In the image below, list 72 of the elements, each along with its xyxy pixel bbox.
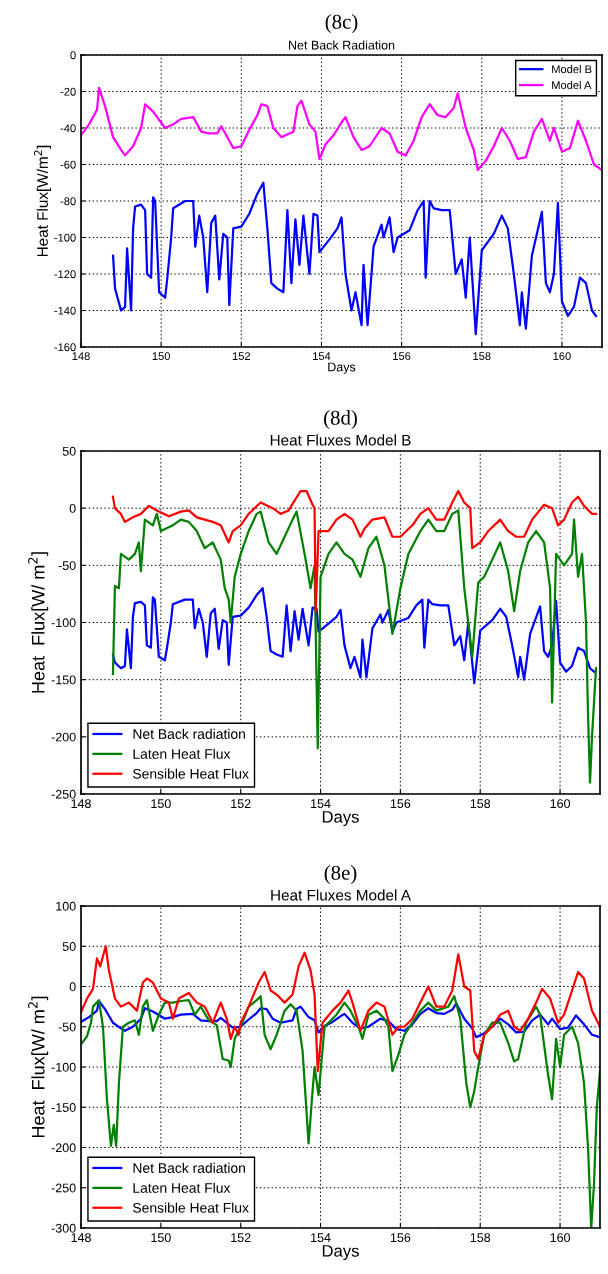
chart-subtitle: Heat Fluxes Model A [271, 889, 411, 901]
y-tick-label: -160 [54, 343, 76, 352]
x-tick-label: 158 [473, 352, 491, 361]
x-tick-label: 158 [470, 1233, 491, 1243]
legend-label: Laten Heat Flux [133, 748, 231, 759]
y-tick-label: -250 [51, 789, 76, 799]
legend-label: Laten Heat Flux [133, 1182, 231, 1193]
y-tick-label: -50 [58, 1022, 76, 1032]
x-axis-title: Days [328, 362, 356, 374]
x-axis-title: Days [322, 1245, 359, 1261]
chart-title: (8d) [324, 410, 357, 429]
y-tick-label: -50 [58, 561, 76, 570]
legend-label: Model A [552, 80, 592, 90]
line-series [111, 587, 596, 685]
y-tick-label: 50 [62, 942, 76, 951]
y-axis-title: Heat Flux[W/ m$^{2}$] [28, 996, 49, 1138]
x-tick-label: 150 [151, 1233, 171, 1243]
line-series [111, 489, 598, 613]
x-tick-label: 152 [231, 799, 251, 809]
x-tick-label: 148 [71, 1233, 91, 1243]
y-tick-label: -200 [51, 732, 76, 742]
y-tick-label: -250 [51, 1183, 76, 1193]
y-tick-label: 50 [62, 446, 76, 456]
line-series [111, 509, 598, 784]
x-tick-label: 160 [550, 799, 571, 809]
chart-title: (8c) [325, 14, 358, 33]
y-tick-label: -150 [51, 675, 76, 685]
y-tick-label: 0 [70, 51, 76, 60]
y-tick-label: -140 [54, 306, 76, 315]
x-tick-label: 148 [71, 799, 91, 809]
x-tick-label: 156 [390, 799, 411, 809]
x-tick-label: 160 [553, 352, 571, 361]
x-tick-label: 154 [313, 352, 331, 361]
y-tick-label: -100 [51, 1062, 76, 1072]
x-tick-label: 148 [72, 352, 90, 361]
x-tick-label: 158 [470, 799, 491, 809]
y-tick-label: -300 [51, 1223, 76, 1233]
y-tick-label: -150 [51, 1103, 76, 1112]
legend-label: Model B [552, 65, 592, 74]
y-tick-label: -80 [60, 197, 76, 206]
x-tick-label: 160 [550, 1233, 571, 1243]
y-axis-title: Heat Flux[W/ m$^{2}$] [28, 552, 49, 693]
y-tick-label: -20 [60, 87, 76, 96]
line-series [81, 945, 600, 1073]
y-tick-label: -60 [60, 160, 76, 169]
x-axis-title: Days [322, 811, 359, 827]
x-tick-label: 156 [390, 1233, 411, 1243]
y-tick-label: 0 [69, 503, 76, 513]
x-tick-label: 154 [311, 1233, 331, 1243]
chart-title: (8e) [324, 865, 357, 884]
chart-subtitle: Heat Fluxes Model B [270, 434, 411, 446]
y-tick-label: -100 [54, 233, 76, 242]
x-tick-label: 154 [311, 799, 331, 809]
line-series [81, 999, 600, 1039]
x-tick-label: 150 [151, 799, 171, 809]
x-tick-label: 152 [232, 352, 251, 361]
y-tick-label: -120 [54, 270, 76, 279]
legend-label: Net Back radiation [133, 728, 245, 739]
chart-subtitle: Net Back Radiation [289, 40, 395, 50]
y-tick-label: -40 [60, 124, 76, 133]
y-tick-label: 100 [56, 901, 76, 911]
x-tick-label: 156 [393, 352, 411, 361]
y-tick-label: 0 [69, 982, 76, 992]
y-axis-title: Heat Flux[W/m$^{2}$] [34, 145, 51, 257]
x-tick-label: 150 [152, 352, 170, 361]
y-tick-label: -100 [51, 618, 76, 628]
legend-label: Sensible Heat Flux [133, 1202, 249, 1213]
y-tick-label: -200 [51, 1143, 76, 1153]
legend-label: Net Back radiation [133, 1162, 245, 1173]
legend-label: Sensible Heat Flux [133, 768, 249, 779]
x-tick-label: 152 [231, 1233, 251, 1243]
line-series [111, 181, 598, 336]
